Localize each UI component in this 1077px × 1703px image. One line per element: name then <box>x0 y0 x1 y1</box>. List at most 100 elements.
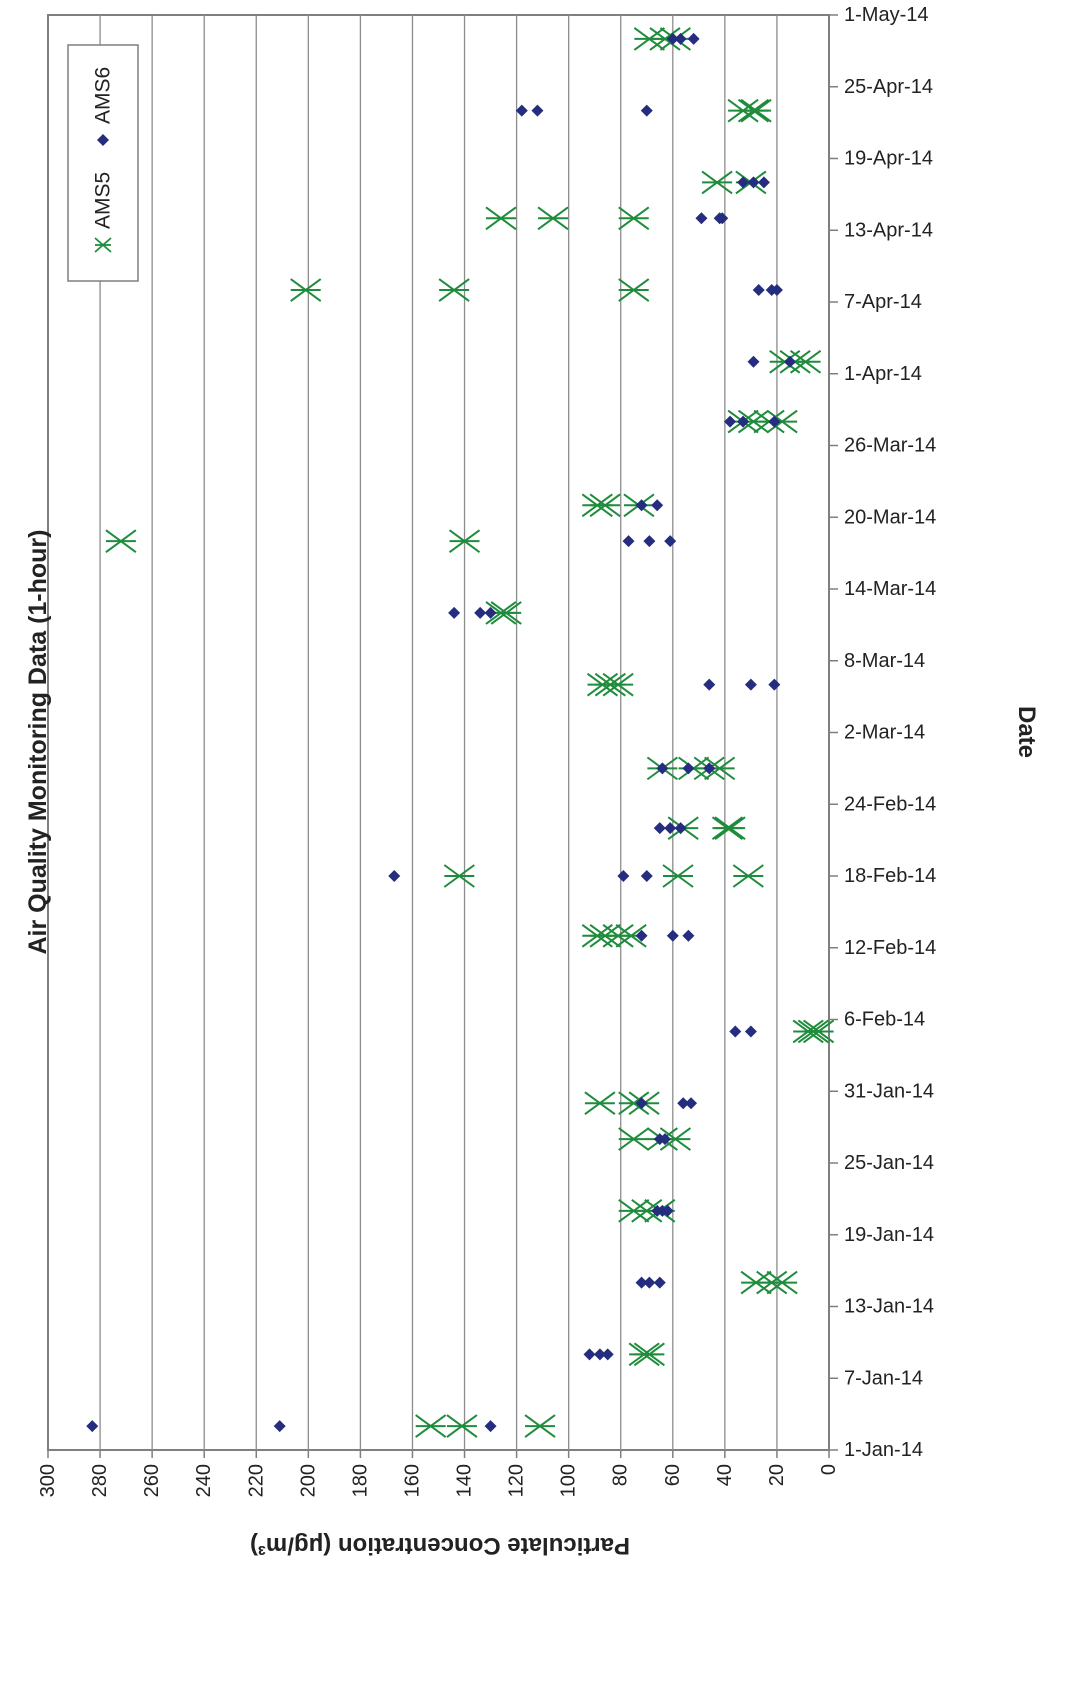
ams6-point <box>601 1348 614 1361</box>
ams6-point <box>768 678 781 691</box>
y-tick-label: 100 <box>558 1464 580 1497</box>
ams5-point <box>485 206 517 231</box>
ams6-point <box>695 212 708 225</box>
ams5-point <box>446 1414 478 1438</box>
ams6-point <box>737 176 750 189</box>
ams6-point <box>737 415 750 428</box>
ams5-point <box>714 816 746 840</box>
ams6-point <box>744 678 757 691</box>
ams6-point <box>651 499 664 512</box>
ams5-point <box>589 493 621 518</box>
ams6-point <box>640 104 653 117</box>
y-tick-label: 280 <box>89 1464 111 1497</box>
y-tick-label: 140 <box>454 1464 476 1497</box>
y-tick-label: 0 <box>818 1464 840 1475</box>
ams5-point <box>618 278 650 302</box>
ams6-point <box>703 762 716 775</box>
x-tick-label: 19-Jan-14 <box>844 1224 934 1246</box>
ams5-point <box>618 206 650 231</box>
ams6-point <box>783 355 796 368</box>
y-tick-label: 220 <box>245 1464 267 1497</box>
ams5-point <box>105 529 137 553</box>
ams6-point <box>658 1133 671 1146</box>
ams6-point <box>703 678 716 691</box>
ams6-point <box>664 822 677 835</box>
ams6-point <box>484 606 497 619</box>
y-tick-label: 300 <box>37 1464 59 1497</box>
ams5-point <box>701 170 733 195</box>
x-tick-label: 2-Mar-14 <box>844 722 925 744</box>
ams6-point <box>685 1097 698 1110</box>
x-tick-label: 1-May-14 <box>844 4 928 26</box>
ams5-point <box>662 864 694 888</box>
x-tick-label: 19-Apr-14 <box>844 148 933 170</box>
x-tick-label: 7-Apr-14 <box>844 291 922 313</box>
x-axis-title: Date <box>1013 706 1040 758</box>
ams5-point <box>740 98 772 123</box>
ams6-point <box>484 1420 497 1433</box>
ams6-point <box>666 929 679 942</box>
x-tick-label: 6-Feb-14 <box>844 1009 925 1031</box>
y-tick-label: 200 <box>297 1464 319 1497</box>
x-tick-label: 31-Jan-14 <box>844 1080 934 1102</box>
ams6-point <box>770 284 783 297</box>
legend-marker-ams6 <box>97 134 109 146</box>
ams6-point <box>617 870 630 882</box>
ams6-point <box>583 1348 596 1361</box>
ams6-point <box>664 535 677 548</box>
ams6-point <box>682 762 695 775</box>
data-points <box>86 27 835 1438</box>
ams6-point <box>622 535 635 548</box>
ams6-point <box>757 176 770 189</box>
y-tick-label: 240 <box>193 1464 215 1497</box>
x-tick-label: 1-Jan-14 <box>844 1439 923 1461</box>
ams5-point <box>415 1414 447 1438</box>
ams6-point <box>635 929 648 942</box>
ams5-point <box>438 278 470 302</box>
ams5-point <box>443 864 475 888</box>
y-tick-label: 40 <box>714 1464 736 1486</box>
ams6-point <box>531 104 544 117</box>
ams6-point <box>747 355 760 368</box>
ams6-point <box>661 1204 674 1217</box>
ams6-point <box>682 929 695 942</box>
legend-marker-ams5 <box>94 237 112 253</box>
y-tick-label: 20 <box>766 1464 788 1486</box>
x-tick-label: 25-Apr-14 <box>844 76 933 98</box>
ams6-point <box>273 1420 286 1433</box>
ams6-point <box>593 1348 606 1361</box>
legend: AMS5 AMS6 <box>67 44 139 282</box>
ams5-point <box>524 1414 556 1438</box>
y-tick-label: 60 <box>662 1464 684 1486</box>
ams6-point <box>515 104 528 117</box>
ams5-point <box>633 1342 665 1367</box>
ams6-point <box>724 415 737 428</box>
ams6-point <box>768 415 781 428</box>
ams6-point <box>677 1097 690 1110</box>
ams6-point <box>729 1025 742 1038</box>
ams6-point <box>635 1097 648 1110</box>
x-tick-label: 13-Jan-14 <box>844 1296 934 1318</box>
y-tick-label: 120 <box>506 1464 528 1497</box>
ams6-point <box>716 212 729 225</box>
ams6-point <box>643 535 656 548</box>
ams6-point <box>635 1276 648 1289</box>
ams6-point <box>86 1420 99 1433</box>
ams5-point <box>602 672 634 697</box>
y-tick-label: 80 <box>610 1464 632 1486</box>
x-tick-label: 25-Jan-14 <box>844 1152 934 1174</box>
ams6-point <box>643 1276 656 1289</box>
x-tick-label: 1-Apr-14 <box>844 363 922 385</box>
x-tick-label: 14-Mar-14 <box>844 578 936 600</box>
ams5-point <box>618 1127 650 1151</box>
y-tick-label: 180 <box>349 1464 371 1497</box>
ams6-point <box>744 1025 757 1038</box>
y-axis-title: Particulate Concentration (μg/m³) <box>250 1532 630 1559</box>
y-tick-label: 160 <box>401 1464 423 1497</box>
ams5-point <box>584 1091 616 1116</box>
y-tick-label: 260 <box>141 1464 163 1497</box>
ams5-point <box>537 206 569 231</box>
x-tick-label: 13-Apr-14 <box>844 219 933 241</box>
x-tick-label: 8-Mar-14 <box>844 650 925 672</box>
ams6-point <box>640 870 653 882</box>
